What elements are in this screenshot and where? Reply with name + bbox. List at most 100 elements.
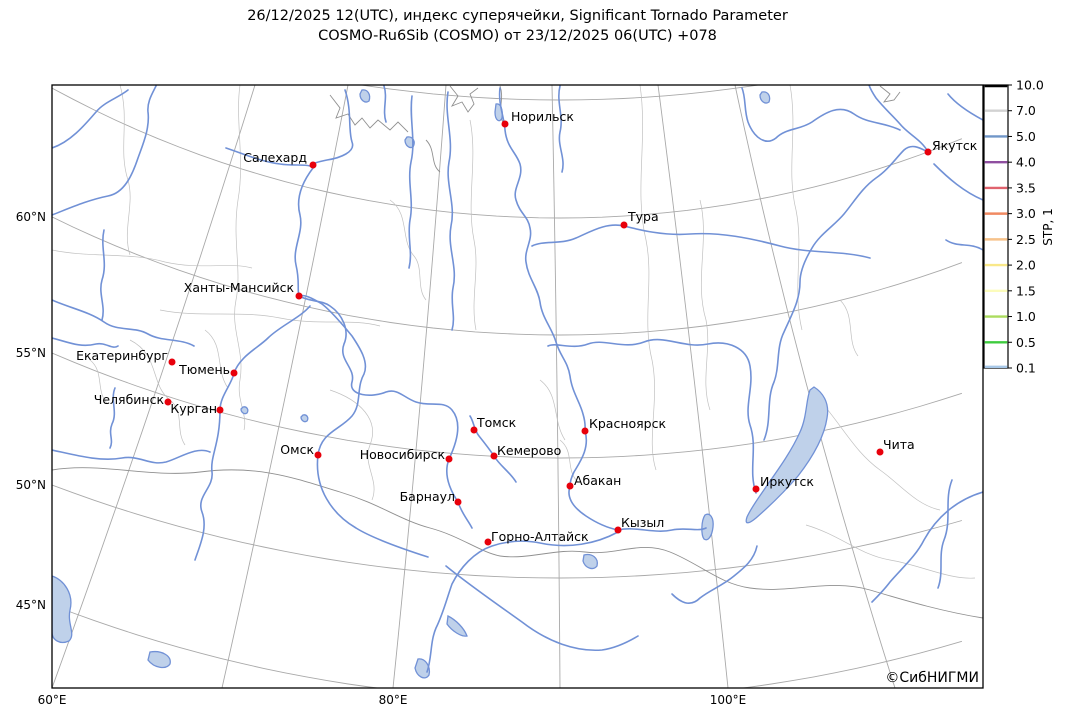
coastline [52, 467, 501, 557]
admin-boundary [204, 329, 229, 389]
admin-boundary [539, 379, 566, 441]
title-line-1: 26/12/2025 12(UTC), индекс суперячейки, … [247, 8, 788, 24]
city-dot-Челябинск [164, 398, 172, 406]
ytick-60°N: 60°N [16, 210, 46, 224]
river [871, 491, 983, 603]
lake [446, 615, 468, 637]
city-label-Горно-Алтайск: Горно-Алтайск [491, 529, 589, 544]
admin-boundary [89, 359, 109, 405]
admin-boundary [639, 85, 657, 471]
city-label-Чита: Чита [883, 437, 915, 452]
lake [52, 575, 73, 644]
admin-boundary [559, 439, 579, 483]
city-label-Барнаул: Барнаул [400, 489, 455, 504]
lake [701, 513, 714, 541]
colorbar-tick-label-0.1: 0.1 [1016, 361, 1036, 376]
river [294, 89, 354, 297]
meridian-100E [657, 85, 729, 688]
coastline [499, 547, 983, 619]
city-label-Омск: Омск [280, 442, 314, 457]
rivers-layer [52, 85, 983, 673]
river [945, 239, 983, 251]
city-dot-Красноярск [581, 427, 589, 435]
admin-boundary [119, 85, 131, 256]
meridian-60E [52, 85, 256, 688]
city-label-Абакан: Абакан [574, 473, 621, 488]
river [298, 294, 429, 558]
coastline [329, 94, 409, 133]
colorbar-tick-label-0.5: 0.5 [1016, 335, 1036, 350]
river [547, 338, 757, 494]
colorbar-tick-label-7.0: 7.0 [1016, 103, 1036, 118]
parallel-60N [52, 216, 963, 336]
city-label-Норильск: Норильск [511, 109, 574, 124]
river [194, 305, 311, 561]
admin-boundary [329, 389, 375, 501]
city-dot-Омск [314, 451, 322, 459]
river [531, 224, 871, 259]
colorbar-tick-label-2.5: 2.5 [1016, 232, 1036, 247]
city-markers-layer [164, 120, 932, 546]
colorbar-tick-label-1.0: 1.0 [1016, 309, 1036, 324]
city-dot-Абакан [566, 482, 574, 490]
river [763, 145, 929, 441]
river [52, 89, 129, 149]
ytick-50°N: 50°N [16, 478, 46, 492]
colorbar-tick-label-3.0: 3.0 [1016, 206, 1036, 221]
colorbar-box [983, 84, 1009, 369]
city-dot-Якутск [924, 148, 932, 156]
city-labels-layer: Норильск Салехард Якутск Тура Ханты-Мансийск… [76, 109, 978, 544]
river [617, 527, 707, 532]
copyright-watermark: ©СибНИГМИ [885, 670, 979, 686]
city-dot-Норильск [501, 120, 509, 128]
river [558, 85, 564, 173]
river [109, 387, 116, 449]
admin-boundary [789, 85, 803, 331]
xtick-60°E: 60°E [38, 693, 67, 707]
city-label-Ханты-Мансийск: Ханты-Мансийск [184, 280, 295, 295]
colorbar: 10.0 7.0 5.0 4.0 3.5 3.0 2.5 2.0 1.5 1.0 0.5 0.1 STP… [983, 78, 1055, 376]
city-dot-Тура [620, 221, 628, 229]
river [446, 91, 456, 331]
city-label-Челябинск: Челябинск [94, 392, 165, 407]
parallel-70N [358, 85, 762, 101]
lake [582, 553, 598, 570]
coastline [879, 85, 901, 103]
parallel-65N [52, 87, 963, 219]
admin-boundary [389, 199, 427, 301]
city-dot-Тюмень [230, 369, 238, 377]
figure-title: 26/12/2025 12(UTC), индекс суперячейки, … [52, 6, 983, 46]
city-label-Новосибирск: Новосибирск [360, 447, 446, 462]
river [498, 87, 619, 531]
city-dot-Екатеринбург [168, 358, 176, 366]
admin-boundary [699, 199, 711, 411]
lake [745, 386, 829, 524]
admin-boundary [159, 309, 381, 327]
title-line-2: COSMO-Ru6Sib (COSMO) от 23/12/2025 06(UT… [318, 28, 717, 44]
colorbar-tick-label-3.5: 3.5 [1016, 180, 1036, 195]
meridian-110E [734, 85, 896, 688]
lake [147, 650, 171, 669]
city-dot-Барнаул [454, 498, 462, 506]
city-label-Якутск: Якутск [932, 138, 978, 153]
city-label-Курган: Курган [170, 401, 217, 416]
city-label-Кызыл: Кызыл [621, 515, 664, 530]
city-dot-Горно-Алтайск [484, 538, 492, 546]
river [383, 85, 387, 123]
admin-boundary [839, 299, 859, 357]
meridian-80E [392, 85, 447, 688]
river [741, 87, 901, 142]
river [445, 565, 639, 652]
river [426, 531, 619, 673]
admin-boundary [469, 119, 477, 331]
admin-boundaries-layer [52, 85, 976, 579]
river [225, 147, 311, 167]
city-label-Томск: Томск [476, 415, 517, 430]
river [52, 449, 211, 464]
ytick-55°N: 55°N [16, 346, 46, 360]
colorbar-axis-label: STP, 1 [1041, 208, 1055, 245]
city-dot-Кызыл [614, 526, 622, 534]
coastline [425, 139, 441, 173]
colorbar-tick-label-5.0: 5.0 [1016, 129, 1036, 144]
